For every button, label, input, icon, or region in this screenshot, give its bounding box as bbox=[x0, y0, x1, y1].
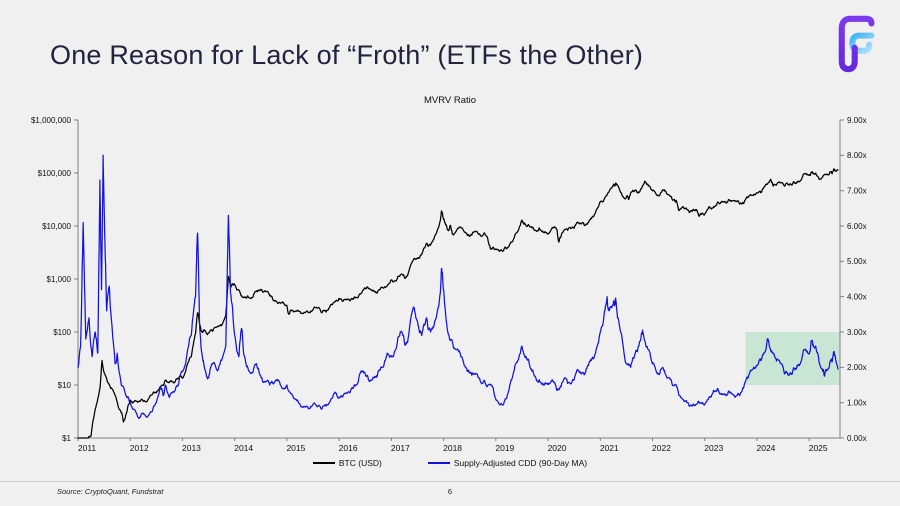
legend-item-btc: BTC (USD) bbox=[312, 458, 382, 468]
page-title: One Reason for Lack of “Froth” (ETFs the… bbox=[50, 40, 644, 70]
x-axis-label: 2013 bbox=[182, 443, 201, 453]
source-note: Source: CryptoQuant, Fundstrat bbox=[57, 487, 164, 496]
x-axis-label: 2017 bbox=[391, 443, 410, 453]
legend-label-btc: BTC (USD) bbox=[338, 458, 382, 468]
right-axis-label: 6.00x bbox=[847, 222, 867, 231]
left-axis-label: $10 bbox=[58, 381, 72, 390]
x-axis-label: 2016 bbox=[339, 443, 358, 453]
chart-legend: BTC (USD) Supply-Adjusted CDD (90-Day MA… bbox=[0, 458, 900, 468]
x-axis-label: 2023 bbox=[704, 443, 723, 453]
right-axis-label: 8.00x bbox=[847, 151, 867, 160]
right-axis-label: 4.00x bbox=[847, 292, 867, 301]
legend-label-cdd: Supply-Adjusted CDD (90-Day MA) bbox=[453, 458, 588, 468]
x-axis-label: 2021 bbox=[600, 443, 619, 453]
series-cdd bbox=[77, 154, 839, 420]
footer-divider bbox=[0, 481, 900, 482]
left-axis-label: $100,000 bbox=[38, 169, 72, 178]
right-axis-label: 1.00x bbox=[847, 398, 867, 407]
right-axis-label: 7.00x bbox=[847, 186, 867, 195]
x-axis-label: 2011 bbox=[78, 443, 97, 453]
x-axis-label: 2012 bbox=[130, 443, 149, 453]
x-axis-label: 2024 bbox=[756, 443, 775, 453]
x-axis-label: 2019 bbox=[495, 443, 514, 453]
left-axis-label: $100 bbox=[53, 328, 71, 337]
chart-title: MVRV Ratio bbox=[423, 95, 477, 106]
left-axis-label: $1,000 bbox=[47, 275, 72, 284]
legend-item-cdd: Supply-Adjusted CDD (90-Day MA) bbox=[427, 458, 588, 468]
left-axis-label: $1 bbox=[62, 434, 71, 443]
logo-purple-stroke bbox=[838, 15, 875, 73]
btc-line-swatch bbox=[312, 462, 335, 464]
right-axis-label: 2.00x bbox=[847, 363, 867, 372]
right-axis-label: 9.00x bbox=[847, 116, 867, 125]
cdd-line-swatch bbox=[427, 462, 450, 464]
x-axis-label: 2022 bbox=[652, 443, 671, 453]
fundstrat-logo bbox=[838, 15, 875, 73]
page-number: 6 bbox=[447, 487, 453, 496]
left-axis-label: $10,000 bbox=[42, 222, 71, 231]
x-axis-label: 2025 bbox=[809, 443, 828, 453]
series-btc bbox=[77, 168, 839, 439]
x-axis-label: 2014 bbox=[234, 443, 253, 453]
x-axis-label: 2018 bbox=[443, 443, 462, 453]
x-axis-label: 2015 bbox=[286, 443, 305, 453]
right-axis-label: 3.00x bbox=[847, 328, 867, 337]
right-axis-label: 5.00x bbox=[847, 257, 867, 266]
right-axis-label: 0.00x bbox=[847, 434, 867, 443]
left-axis-label: $1,000,000 bbox=[31, 116, 72, 125]
x-axis-label: 2020 bbox=[548, 443, 567, 453]
